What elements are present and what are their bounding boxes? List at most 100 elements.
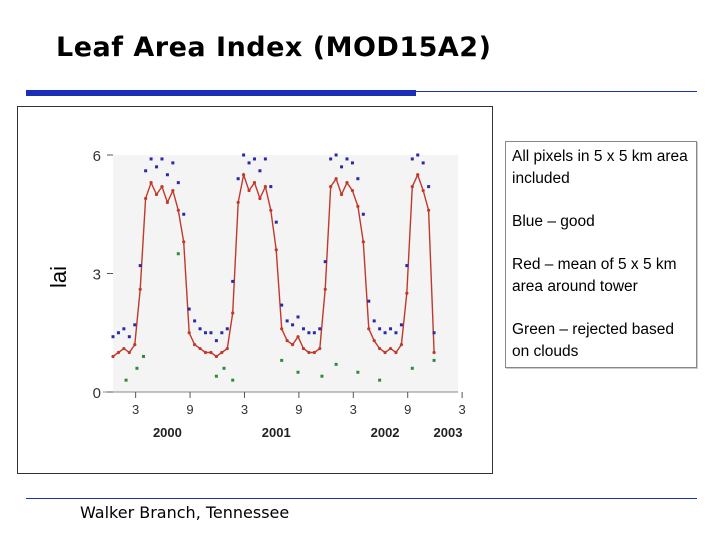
rejected-point [135,366,139,370]
mean-point [378,346,382,351]
good-point [176,181,180,185]
good-point [399,323,403,327]
note-red-mean: Red – mean of 5 x 5 km area around tower [512,256,677,295]
mean-point [383,350,387,355]
mean-point [367,327,371,331]
footer-location: Walker Branch, Tennessee [80,503,290,522]
rejected-point [410,366,414,370]
rejected-point [231,378,235,382]
good-point [209,331,213,335]
good-point [340,165,344,169]
x-year-label: 2000 [153,425,182,440]
mean-point [263,185,267,189]
good-point [312,331,316,335]
good-point [116,331,120,335]
mean-point [296,335,300,339]
mean-point [144,196,148,201]
good-point [258,169,262,173]
x-year-label: 2001 [262,425,291,440]
x-tick-label: 9 [404,402,411,417]
rejected-point [141,354,145,358]
good-point [329,157,333,161]
good-point [405,264,409,268]
mean-point [165,200,170,204]
annotation-box: All pixels in 5 x 5 km area included Blu… [505,141,697,368]
x-tick-label: 3 [459,402,466,417]
mean-point [416,173,420,177]
x-tick-label: 3 [241,402,248,417]
good-point [383,331,387,335]
good-point [252,157,256,161]
x-tick-label: 9 [186,402,193,417]
good-point [111,335,115,339]
good-point [269,185,273,189]
mean-point [122,346,126,351]
x-tick-label: 3 [350,402,357,417]
mean-point [176,208,180,212]
good-point [220,331,224,335]
good-point [285,319,289,323]
good-point [133,323,137,327]
mean-point [154,192,159,197]
mean-point [149,181,153,185]
good-point [350,161,354,165]
mean-point [312,350,316,355]
mean-point [405,291,409,295]
mean-point [356,204,360,208]
x-tick-label: 3 [132,402,139,417]
good-point [231,279,235,283]
good-point [416,153,420,157]
good-point [421,161,425,165]
mean-point [214,354,218,359]
title-rule [416,91,697,92]
mean-point [231,311,235,315]
good-point [263,157,267,161]
good-point [378,327,382,331]
mean-point [209,350,213,355]
rejected-point [296,370,300,374]
good-point [323,260,327,264]
good-point [394,331,398,335]
good-point [214,339,218,343]
mean-point [220,350,224,355]
good-point [307,331,311,335]
mean-point [301,346,306,351]
mean-point [116,350,121,355]
good-point [372,319,376,323]
lai-chart: lai 0 3 6 3 9 3 9 3 9 3 2000 2001 2002 2003 [46,148,466,440]
mean-point [160,185,164,189]
mean-point [285,339,289,343]
mean-point [280,327,284,331]
plot-area [113,155,458,392]
mean-point [399,343,404,347]
good-point [171,161,175,165]
mean-point [258,196,262,201]
good-point [318,327,322,331]
mean-point [410,185,414,189]
y-tick-label: 0 [93,385,101,402]
mean-point [198,346,202,351]
mean-point [133,343,137,347]
mean-point [203,350,208,355]
note-blue-good: Blue – good [512,213,595,230]
x-year-label: 2003 [434,425,463,440]
good-point [274,220,278,224]
mean-point [187,331,191,335]
mean-point [290,343,295,347]
good-point [225,327,229,331]
y-tick-label: 6 [93,148,101,165]
mean-point [432,350,436,355]
good-point [247,161,251,165]
mean-point [427,208,431,212]
good-point [334,153,338,157]
good-point [127,335,131,339]
rejected-point [334,362,338,366]
note-green-rejected: Green – rejected based on clouds [512,321,674,360]
good-point [361,212,365,216]
mean-point [372,339,376,343]
rejected-point [214,374,218,378]
y-axis-label: lai [46,266,71,288]
good-point [301,327,305,331]
slide-title: Leaf Area Index (MOD15A2) [56,32,492,63]
mean-point [307,350,311,355]
